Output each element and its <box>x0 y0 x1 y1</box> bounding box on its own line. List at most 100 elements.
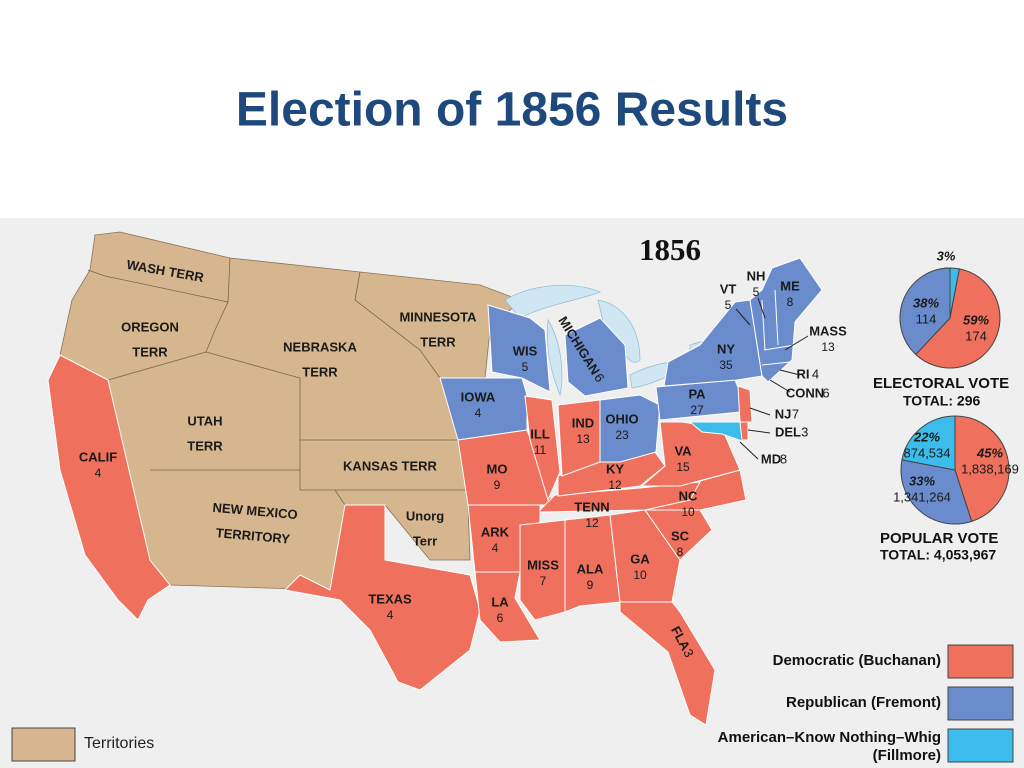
territory-label: NEBRASKA <box>283 339 357 354</box>
leader-lines <box>735 297 809 460</box>
state-name: TEXAS <box>368 591 412 606</box>
state-votes: 13 <box>576 432 590 446</box>
state-name: OHIO <box>605 411 638 426</box>
pie-votes: 1,838,169 <box>961 461 1019 476</box>
state-name: IND <box>572 415 594 430</box>
state-name: MO <box>487 461 508 476</box>
pie-percent: 3% <box>937 248 956 263</box>
border <box>761 361 791 366</box>
state-name: MD <box>761 451 781 466</box>
state-name: LA <box>491 594 509 609</box>
state-name: NC <box>679 488 698 503</box>
border <box>107 351 458 441</box>
pie-votes: 174 <box>965 328 987 343</box>
pie-votes: 1,341,264 <box>893 489 951 504</box>
state-votes: 4 <box>492 541 499 555</box>
border <box>299 470 468 491</box>
state-votes: 27 <box>690 403 704 417</box>
state-votes: 4 <box>387 608 394 622</box>
state-name: NH <box>747 268 766 283</box>
pie-votes: 114 <box>916 311 937 326</box>
state-votes: 12 <box>608 478 622 492</box>
state-votes: 6 <box>822 385 829 400</box>
border <box>334 489 346 506</box>
border <box>763 344 796 351</box>
state-votes: 11 <box>534 443 547 457</box>
state-votes: 8 <box>780 451 787 466</box>
state-label: NJ 7 <box>775 406 799 421</box>
legend-label: American–Know Nothing–Whig <box>718 729 941 746</box>
state-votes: 8 <box>787 295 794 309</box>
state-votes: 3 <box>801 424 808 439</box>
state-name: MISS <box>527 557 559 572</box>
legend-label: Republican (Fremont) <box>786 694 941 711</box>
pie-percent: 45% <box>976 445 1003 460</box>
state-name: KY <box>606 461 624 476</box>
state-name: NJ <box>775 406 792 421</box>
state-label: DEL 3 <box>775 424 808 439</box>
state-name: NY <box>717 341 735 356</box>
state-name: CALIF <box>79 449 117 464</box>
pie-slice <box>901 415 956 471</box>
territory-label: TERR <box>187 438 223 453</box>
pie-title: POPULAR VOTE <box>880 530 998 547</box>
territory-label: NEW MEXICO <box>212 500 298 522</box>
pie-slice <box>900 459 973 525</box>
legend-swatch <box>947 644 1014 679</box>
state-votes: 10 <box>633 568 647 582</box>
pie-total: TOTAL: 4,053,967 <box>880 547 996 563</box>
state-name: VA <box>674 443 692 458</box>
pie-percent: 33% <box>909 473 935 488</box>
state-votes: 15 <box>676 460 690 474</box>
pie-total: TOTAL: 296 <box>903 393 980 409</box>
state-name: ME <box>780 278 800 293</box>
pie-percent: 38% <box>913 295 939 310</box>
territory-label: TERRITORY <box>215 525 291 546</box>
state-name: IOWA <box>461 389 496 404</box>
pie-percent: 59% <box>963 312 989 327</box>
map-year: 1856 <box>639 232 701 267</box>
territory-label: UTAH <box>187 413 222 428</box>
border <box>761 299 766 351</box>
state-name: RI <box>797 366 810 381</box>
pie-slice <box>915 268 1001 369</box>
state-votes: 6 <box>497 611 504 625</box>
state-name: MASS <box>809 323 847 338</box>
border <box>87 269 229 303</box>
state-votes: 5 <box>725 298 732 312</box>
slide-title: Election of 1856 Results <box>236 84 788 137</box>
territory-label: TERR <box>420 334 456 349</box>
territory-label: TERR <box>302 364 338 379</box>
map <box>47 231 823 726</box>
state-votes: 8 <box>677 545 684 559</box>
state-name: GA <box>630 551 650 566</box>
territory-label: OREGON <box>121 319 179 334</box>
legend-swatch <box>947 686 1014 721</box>
pie-votes: 874,534 <box>904 445 951 460</box>
state-name: WIS <box>513 343 538 358</box>
state-votes: 4 <box>475 406 482 420</box>
territory-label: KANSAS TERR <box>343 458 438 473</box>
state-name: ILL <box>530 426 550 441</box>
territory-label: TERR <box>132 344 168 359</box>
pie-slice <box>954 415 1010 522</box>
state-votes: 7 <box>540 574 547 588</box>
legend-label: (Fillmore) <box>873 747 941 764</box>
pie-title: ELECTORAL VOTE <box>873 375 1009 392</box>
state-votes: 13 <box>821 340 835 354</box>
state-votes: 23 <box>615 428 629 442</box>
legend-swatch <box>947 728 1014 763</box>
states <box>47 257 823 726</box>
legend-swatch <box>11 727 76 762</box>
border <box>774 289 779 346</box>
legend: Democratic (Buchanan) Republican (Fremont… <box>11 644 1014 764</box>
state-votes: 35 <box>719 358 733 372</box>
state-votes: 4 <box>812 366 819 381</box>
state-votes: 9 <box>494 478 501 492</box>
pie-percent: 22% <box>913 429 940 444</box>
state-votes: 12 <box>585 516 599 530</box>
pie-slice <box>899 267 951 356</box>
